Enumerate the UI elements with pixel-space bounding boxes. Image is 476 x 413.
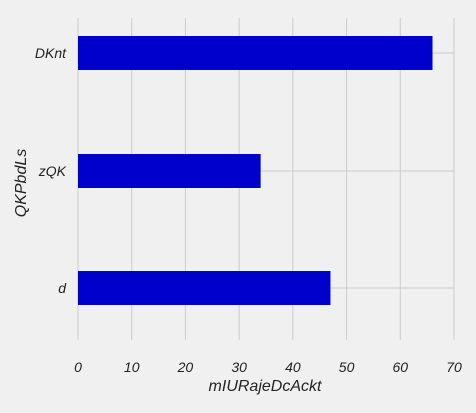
bars — [78, 36, 433, 305]
bar-DKnt — [78, 36, 433, 70]
x-tick-label: 30 — [231, 359, 247, 375]
y-tick-label: DKnt — [35, 45, 67, 61]
x-tick-label: 10 — [124, 359, 140, 375]
y-tick-label: zQK — [38, 163, 67, 179]
bar-d — [78, 271, 331, 305]
y-tick-labels: DKnt zQK d — [35, 45, 67, 296]
x-tick-label: 60 — [392, 359, 408, 375]
y-axis-label: QKPbdLs — [13, 149, 30, 217]
x-tick-label: 70 — [446, 359, 462, 375]
x-tick-label: 20 — [177, 359, 194, 375]
bar-zQK — [78, 154, 261, 188]
x-tick-label: 40 — [285, 359, 301, 375]
x-axis-label: mIURajeDcAckt — [209, 378, 322, 395]
y-tick-label: d — [58, 280, 67, 296]
x-tick-labels: 0 10 20 30 40 50 60 70 — [74, 359, 462, 375]
x-tick-label: 0 — [74, 359, 82, 375]
x-tick-label: 50 — [339, 359, 355, 375]
